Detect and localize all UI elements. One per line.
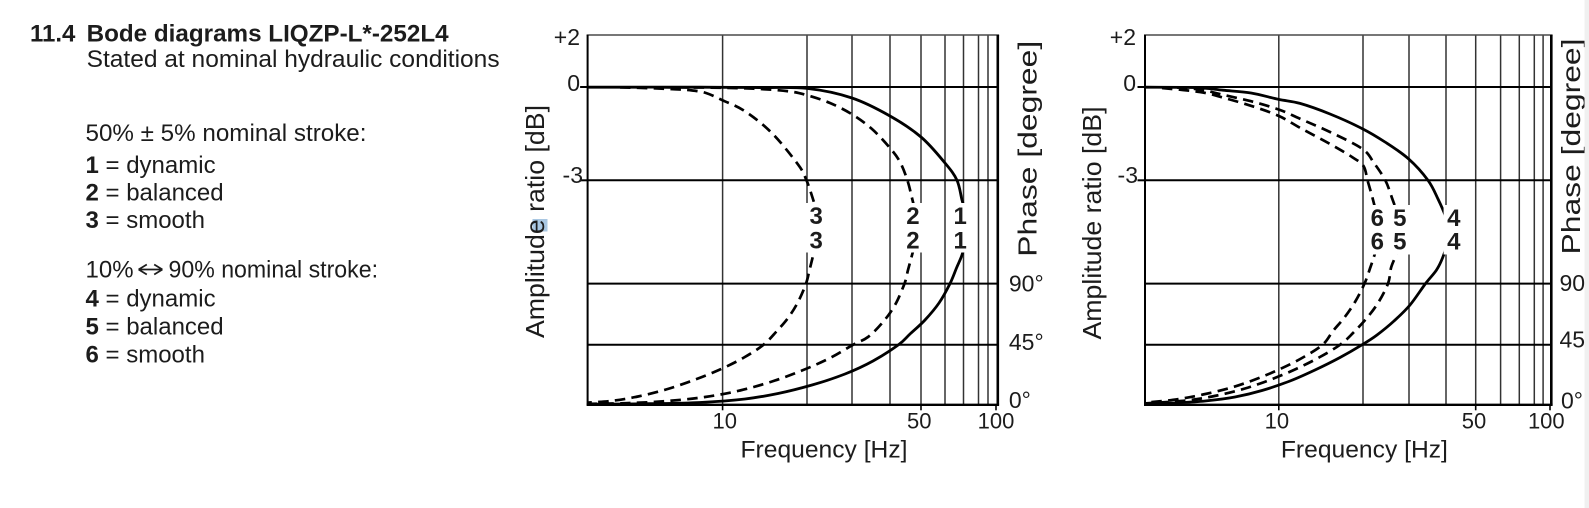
svg-text:0°: 0°: [1009, 387, 1031, 413]
svg-text:5: 5: [1393, 205, 1406, 232]
svg-text:-3: -3: [1118, 162, 1138, 188]
svg-text:+2: +2: [1110, 24, 1136, 50]
svg-text:3 = smooth: 3 = smooth: [86, 207, 205, 234]
svg-text:10: 10: [1265, 409, 1289, 434]
svg-text:1: 1: [954, 227, 967, 254]
svg-text:0: 0: [567, 70, 580, 96]
svg-text:2 = balanced: 2 = balanced: [86, 180, 224, 207]
svg-text:3: 3: [810, 227, 823, 254]
svg-text:Amplitude ratio [dB]: Amplitude ratio [dB]: [520, 105, 550, 338]
svg-text:5 = balanced: 5 = balanced: [86, 313, 224, 340]
svg-text:90°: 90°: [1560, 270, 1589, 296]
svg-text:Phase [degree]: Phase [degree]: [1013, 41, 1043, 257]
svg-text:3: 3: [810, 203, 823, 230]
svg-text:4: 4: [1447, 228, 1461, 255]
svg-text:Bode diagrams LIQZP-L*-252L4: Bode diagrams LIQZP-L*-252L4: [87, 21, 450, 48]
svg-text:2: 2: [906, 203, 919, 230]
svg-text:90°: 90°: [1009, 271, 1044, 297]
svg-text:6 = smooth: 6 = smooth: [86, 341, 205, 368]
svg-text:4 = dynamic: 4 = dynamic: [86, 286, 216, 313]
svg-text:100: 100: [978, 409, 1015, 434]
svg-text:Stated at nominal hydraulic co: Stated at nominal hydraulic conditions: [87, 46, 500, 73]
svg-text:0°: 0°: [1561, 388, 1583, 414]
svg-text:6: 6: [1371, 228, 1384, 255]
svg-text:50: 50: [907, 409, 931, 434]
svg-text:10: 10: [713, 409, 737, 434]
svg-text:Phase [degree]: Phase [degree]: [1556, 39, 1586, 255]
svg-text:100: 100: [1528, 409, 1565, 434]
svg-text:Amplitude ratio [dB]: Amplitude ratio [dB]: [1077, 107, 1107, 340]
svg-text:1 = dynamic: 1 = dynamic: [86, 152, 216, 179]
svg-text:Frequency [Hz]: Frequency [Hz]: [1281, 437, 1448, 464]
svg-text:4: 4: [1447, 205, 1461, 232]
svg-text:50% ± 5% nominal stroke:: 50% ± 5% nominal stroke:: [86, 120, 367, 147]
svg-text:50: 50: [1462, 409, 1486, 434]
svg-text:1: 1: [954, 203, 967, 230]
svg-text:45°: 45°: [1560, 327, 1589, 353]
svg-text:11.4: 11.4: [30, 21, 76, 48]
svg-text:-3: -3: [563, 162, 583, 188]
svg-text:5: 5: [1393, 228, 1406, 255]
svg-text:45°: 45°: [1009, 329, 1044, 355]
svg-text:+2: +2: [554, 24, 580, 50]
svg-text:2: 2: [906, 227, 919, 254]
svg-text:10%: 10%: [86, 256, 134, 283]
svg-text:90% nominal stroke:: 90% nominal stroke:: [169, 256, 379, 283]
svg-text:6: 6: [1371, 205, 1384, 232]
svg-text:Frequency [Hz]: Frequency [Hz]: [741, 437, 908, 464]
svg-text:0: 0: [1123, 70, 1136, 96]
